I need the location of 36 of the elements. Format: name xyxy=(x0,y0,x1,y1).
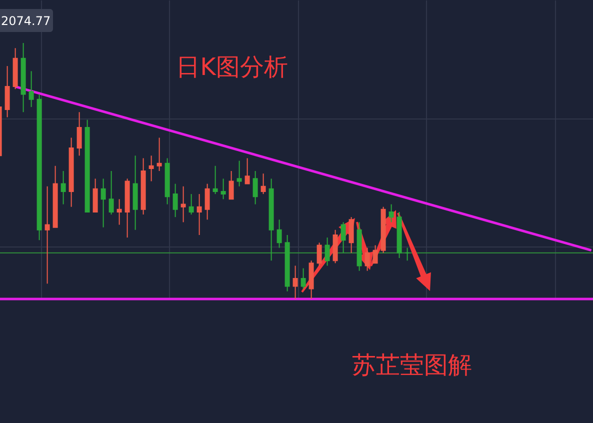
candlestick xyxy=(156,137,162,172)
candlestick xyxy=(324,237,330,266)
candlestick xyxy=(180,186,186,223)
candlestick xyxy=(116,198,122,226)
candlestick xyxy=(100,178,106,228)
candlestick xyxy=(44,186,50,284)
candlestick xyxy=(348,216,354,254)
candlestick xyxy=(316,242,322,266)
candlestick xyxy=(76,112,82,156)
candlestick xyxy=(292,265,298,299)
candlestick xyxy=(228,170,234,200)
candlestick xyxy=(28,70,34,108)
candlestick xyxy=(108,170,114,216)
candlestick xyxy=(372,244,378,264)
candlestick xyxy=(60,170,66,205)
candlestick xyxy=(92,178,98,212)
text: 2074.77 xyxy=(1,14,51,28)
candlestick xyxy=(388,204,394,223)
candlestick xyxy=(252,170,258,205)
candlestick xyxy=(236,160,242,187)
candlestick xyxy=(196,194,202,236)
candlestick xyxy=(4,66,10,118)
candlestick xyxy=(220,178,226,200)
candlestick xyxy=(340,222,346,254)
candlestick xyxy=(276,219,282,248)
candlestick xyxy=(244,158,250,184)
candlestick xyxy=(364,247,370,272)
candlestick xyxy=(204,183,210,220)
candlestick xyxy=(188,194,194,216)
candlestick xyxy=(300,268,306,290)
chart-title: 日K图分析 xyxy=(176,53,288,81)
candlestick xyxy=(212,165,218,195)
candlestick xyxy=(148,155,154,182)
candlestick xyxy=(172,183,178,218)
candlestick xyxy=(260,173,266,195)
text: 苏芷莹图解 xyxy=(352,351,472,379)
